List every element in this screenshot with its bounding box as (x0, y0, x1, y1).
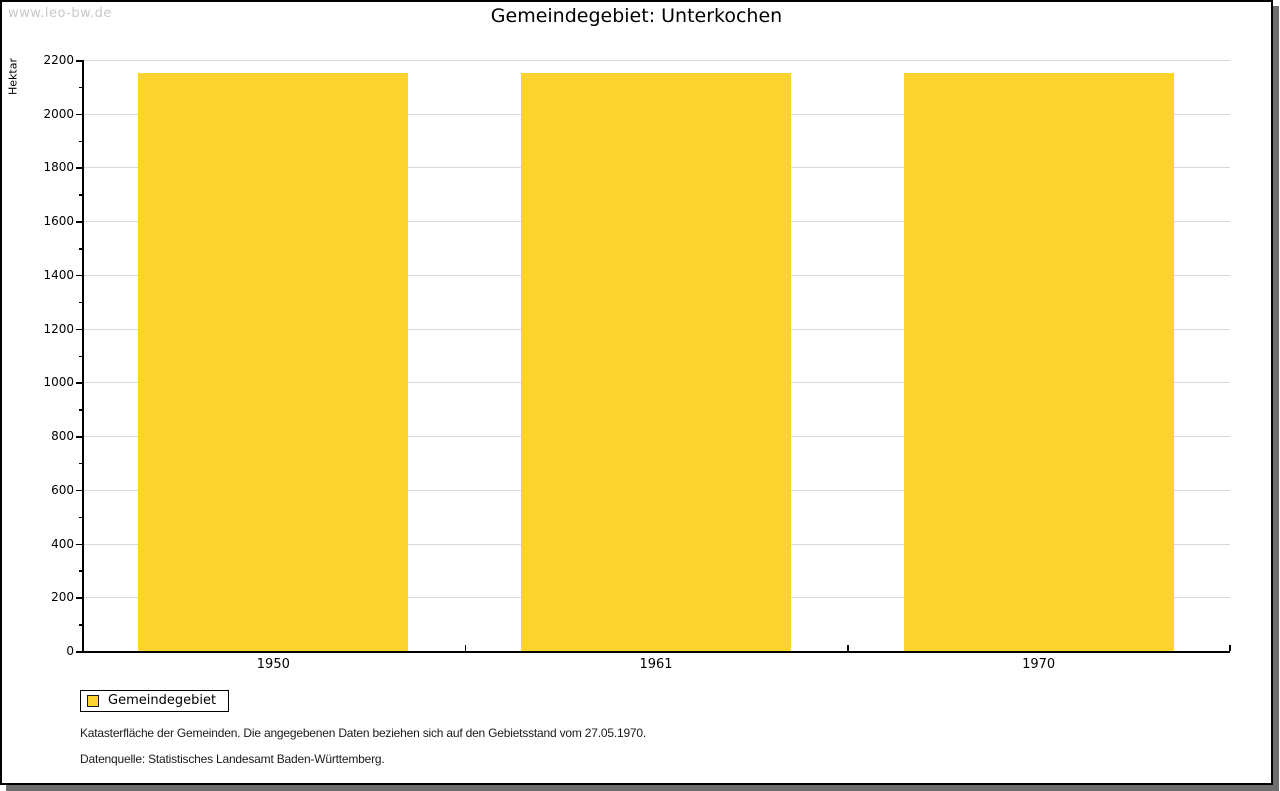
y-minor-tick-300 (79, 570, 82, 572)
y-tick-label-1400: 1400 (43, 267, 74, 282)
watermark-text: www.leo-bw.de (8, 6, 112, 21)
legend-label: Gemeindegebiet (108, 693, 217, 708)
y-major-tick-1200 (76, 328, 82, 331)
y-tick-label-1600: 1600 (43, 214, 74, 229)
y-major-tick-1000 (76, 382, 82, 384)
y-minor-tick-900 (79, 409, 82, 411)
y-minor-tick-1700 (79, 194, 82, 196)
x-boundary-tick-2 (847, 645, 849, 651)
y-minor-tick-1500 (79, 248, 82, 250)
y-tick-label-200: 200 (51, 590, 74, 605)
x-tick-label-1961: 1961 (639, 657, 673, 672)
plot-area: 1950 1961 1970 0 200 400 600 800 1000 1200 1400 160… (2, 2, 1271, 783)
y-minor-tick-2100 (79, 86, 82, 89)
y-major-tick-0 (76, 651, 82, 653)
y-axis-line (82, 60, 84, 652)
y-minor-tick-700 (79, 462, 82, 465)
y-tick-label-800: 800 (51, 429, 74, 444)
y-minor-tick-100 (79, 624, 82, 626)
x-axis-line (82, 651, 1230, 653)
x-axis-endcap (1229, 645, 1231, 651)
gridline-y-2200 (83, 60, 1230, 61)
y-minor-tick-1100 (79, 355, 82, 357)
y-major-tick-1800 (76, 167, 82, 169)
footnote-source: Datenquelle: Statistisches Landesamt Bad… (80, 752, 385, 766)
y-major-tick-600 (76, 489, 82, 492)
y-major-tick-800 (76, 436, 82, 438)
bar-1970 (903, 73, 1174, 651)
x-tick-label-1970: 1970 (1022, 657, 1056, 672)
legend-color-swatch (87, 695, 99, 707)
bar-1950 (138, 73, 409, 651)
legend: Gemeindegebiet (80, 690, 230, 712)
y-major-tick-400 (76, 543, 82, 546)
y-major-tick-1600 (76, 221, 82, 223)
x-boundary-tick-1 (464, 645, 467, 651)
bar-1961 (521, 73, 791, 651)
y-major-tick-2000 (76, 113, 82, 116)
chart-title: Gemeindegebiet: Unterkochen (490, 5, 783, 27)
x-tick-label-1950: 1950 (256, 657, 290, 672)
y-tick-label-600: 600 (51, 482, 74, 497)
y-tick-label-1800: 1800 (43, 160, 74, 175)
y-major-tick-1400 (76, 274, 82, 277)
y-minor-tick-1900 (79, 140, 82, 143)
y-minor-tick-1300 (79, 301, 82, 304)
y-major-tick-2200 (76, 60, 82, 62)
y-major-tick-200 (76, 597, 82, 599)
y-tick-label-2200: 2200 (43, 53, 74, 67)
y-tick-label-400: 400 (51, 536, 74, 551)
y-tick-label-1000: 1000 (43, 375, 74, 390)
y-tick-label-1200: 1200 (43, 321, 74, 336)
y-tick-label-0: 0 (66, 644, 74, 658)
footnote-description: Katasterfläche der Gemeinden. Die angege… (80, 726, 647, 740)
y-minor-tick-500 (79, 516, 82, 519)
y-tick-label-2000: 2000 (43, 106, 74, 121)
